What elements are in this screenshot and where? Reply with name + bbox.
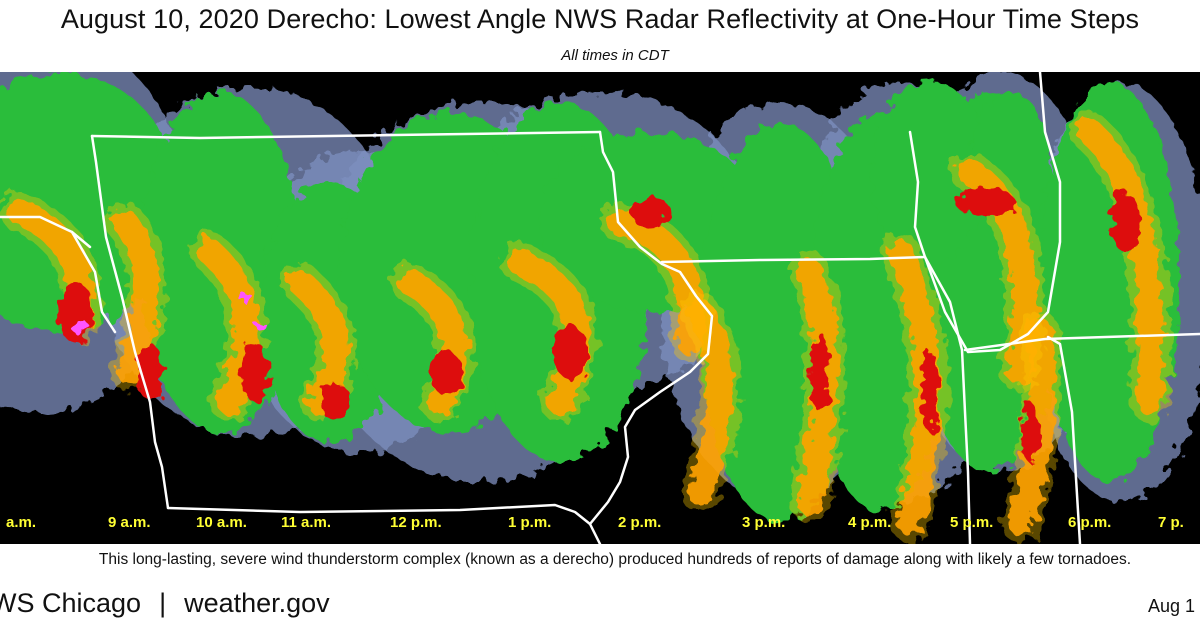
time-label: 5 p.m.	[950, 514, 994, 531]
time-label: 10 a.m.	[196, 514, 247, 531]
footer-separator: |	[159, 588, 167, 618]
mississippi-river-border	[588, 130, 714, 544]
time-label: a.m.	[6, 514, 37, 531]
footer-date: Aug 1	[1148, 596, 1196, 616]
indiana-ohio-border	[1046, 335, 1082, 544]
state-borders-layer	[0, 72, 1200, 544]
radar-moderate-echo	[105, 202, 167, 392]
minnesota-west-border	[0, 215, 92, 249]
radar-extreme-echo	[257, 322, 267, 332]
website-link[interactable]: weather.gov	[184, 588, 330, 618]
time-label: 4 p.m.	[848, 514, 892, 531]
radar-map	[0, 72, 1200, 544]
time-label: 3 p.m.	[742, 514, 786, 531]
radar-intense-echo	[630, 196, 670, 228]
indiana-michigan-border	[963, 332, 1200, 352]
iowa-south-border	[166, 503, 592, 526]
radar-intense-echo	[810, 332, 830, 412]
iowa-west-border	[90, 134, 170, 510]
radar-intense-echo	[1111, 192, 1139, 252]
radar-extreme-echo	[72, 319, 88, 335]
time-label: 11 a.m.	[281, 514, 332, 531]
footer-branding: WS Chicago | weather.gov	[0, 588, 330, 619]
wisconsin-illinois-border	[660, 255, 927, 264]
map-title: August 10, 2020 Derecho: Lowest Angle NW…	[60, 4, 1140, 34]
nebraska-river-border	[70, 230, 117, 334]
michigan-shoreline	[908, 72, 1062, 354]
radar-moderate-echo	[680, 292, 740, 512]
radar-intense-echo	[955, 188, 1015, 216]
radar-light-echo	[870, 82, 990, 262]
map-subtitle: All times in CDT	[561, 47, 669, 64]
radar-intense-echo	[241, 342, 269, 402]
time-label: 12 p.m.	[390, 514, 442, 531]
radar-moderate-echo	[190, 232, 266, 422]
iowa-north-border	[90, 130, 602, 140]
radar-composite	[0, 72, 1200, 544]
time-label: 6 p.m.	[1068, 514, 1112, 531]
radar-moderate-echo	[1000, 312, 1063, 542]
time-label: 7 p.	[1158, 514, 1184, 531]
radar-moderate-echo	[1070, 112, 1172, 422]
radar-moderate-echo	[500, 242, 598, 422]
radar-intense-echo	[429, 350, 461, 394]
time-label: 9 a.m.	[108, 514, 151, 531]
radar-intense-echo	[921, 352, 939, 432]
time-label: 2 p.m.	[618, 514, 662, 531]
radar-intense-echo	[321, 382, 349, 422]
illinois-indiana-border	[923, 255, 972, 544]
radar-reflectivity-layer	[0, 72, 1200, 542]
radar-intense-echo	[136, 344, 164, 400]
time-label: 1 p.m.	[508, 514, 552, 531]
office-name: WS Chicago	[0, 588, 142, 618]
radar-intense-echo	[552, 326, 588, 378]
radar-intense-echo	[1021, 402, 1039, 462]
radar-extreme-echo	[239, 291, 251, 303]
caption: This long-lasting, severe wind thunderst…	[98, 551, 1132, 568]
